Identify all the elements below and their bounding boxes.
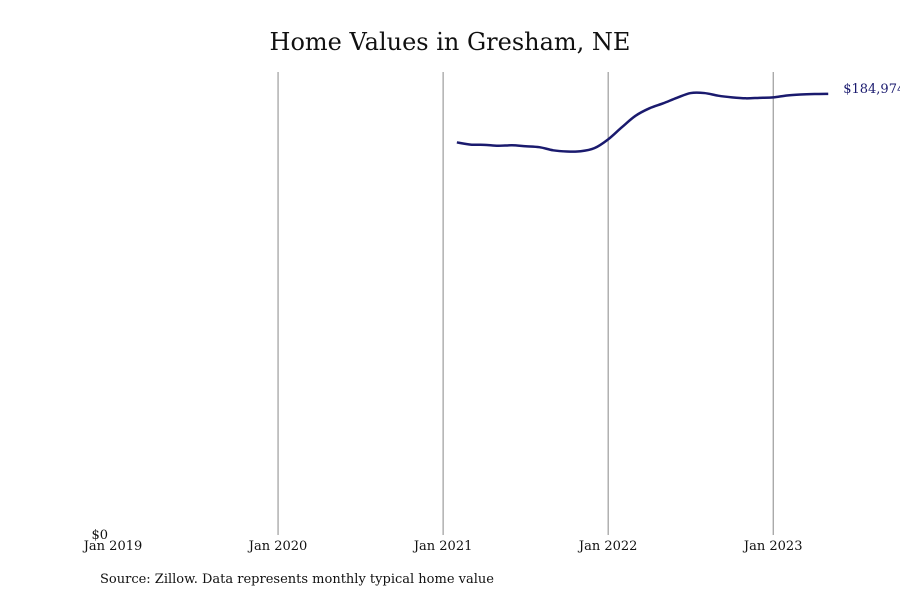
x-tick-label: Jan 2021 [412, 539, 473, 554]
x-tick-label: Jan 2022 [577, 539, 638, 554]
y-axis-ticks: $0 [91, 528, 108, 543]
series-layer [456, 91, 829, 153]
x-tick-label: Jan 2019 [82, 539, 143, 554]
end-value-label: $184,974 [843, 82, 900, 97]
chart-title: Home Values in Gresham, NE [269, 28, 631, 56]
x-tick-label: Jan 2023 [742, 539, 803, 554]
series-line-0 [456, 91, 829, 153]
x-axis-ticks: Jan 2019 Jan 2020 Jan 2021 Jan 2022 Jan 2023 [82, 539, 803, 554]
source-note: Source: Zillow. Data represents monthly … [100, 572, 494, 587]
y-tick-label: $0 [91, 528, 108, 543]
x-tick-label: Jan 2020 [247, 539, 308, 554]
gridlines [277, 72, 774, 535]
